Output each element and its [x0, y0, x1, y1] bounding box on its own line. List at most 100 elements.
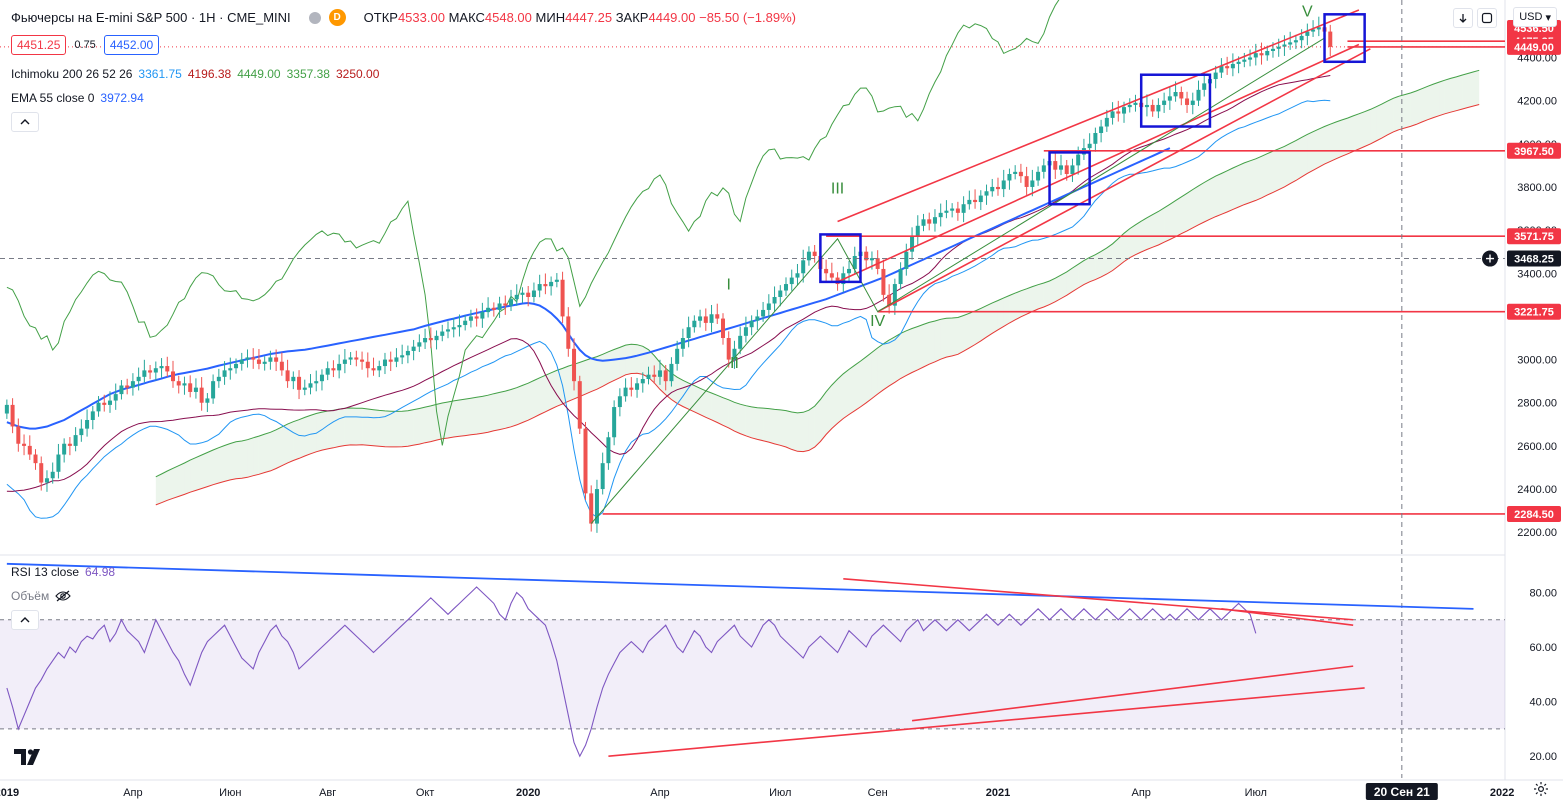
candle-body	[1311, 29, 1316, 32]
currency-select[interactable]: USD ▾	[1513, 7, 1557, 27]
cloud-segment	[1358, 111, 1365, 149]
candle-body	[67, 443, 72, 446]
candle	[136, 367, 141, 391]
candle-body	[308, 383, 313, 388]
candle	[10, 398, 15, 434]
price-label-badge: 2284.50	[1507, 505, 1561, 522]
cloud-segment	[476, 396, 483, 435]
symbol-legend[interactable]: Фьючерсы на E-mini S&P 500 · 1Н · CME_MI…	[11, 9, 796, 26]
candle	[16, 418, 21, 452]
candle	[400, 344, 405, 365]
candle	[188, 375, 193, 398]
price-badge-bg	[1507, 142, 1561, 159]
candle-body	[1018, 171, 1023, 177]
candle	[824, 259, 829, 283]
candle-body	[1150, 104, 1155, 112]
collapse-rsi-legend-button[interactable]	[11, 610, 39, 630]
elliott-wave-line	[590, 37, 1325, 524]
highlight-box	[1139, 73, 1212, 128]
candle-body	[514, 294, 519, 300]
eye-off-icon[interactable]	[55, 590, 71, 602]
candle	[686, 316, 691, 348]
candle	[73, 427, 78, 452]
candle-body	[612, 407, 617, 438]
candle-body	[652, 374, 657, 377]
candle-body	[640, 379, 645, 384]
cloud-segment	[1181, 193, 1188, 234]
candle-body	[703, 316, 708, 323]
candle	[594, 479, 599, 533]
candle	[314, 370, 319, 392]
candle	[377, 360, 382, 378]
cloud-segment	[1124, 228, 1130, 262]
price-tick-label: 3800.00	[1517, 182, 1557, 194]
time-tick-label: Июл	[769, 787, 791, 799]
buy-button[interactable]: 4452.00	[103, 35, 160, 55]
candle	[119, 380, 124, 400]
rsi-legend[interactable]: RSI 13 close 64.98	[11, 565, 115, 579]
candle-body	[474, 316, 479, 319]
cloud-segment	[975, 308, 981, 345]
ichimoku-label[interactable]: Ichimoku 200 26 52 26	[11, 67, 133, 81]
candle-body	[1202, 83, 1207, 90]
candle	[171, 360, 176, 388]
cloud-segment	[1192, 185, 1199, 228]
candle-body	[480, 312, 485, 319]
candle-body	[1122, 107, 1127, 114]
candle	[96, 396, 101, 417]
candle	[382, 352, 387, 375]
candle-body	[291, 376, 296, 382]
move-pane-down-button[interactable]	[1453, 8, 1473, 28]
candle	[497, 296, 502, 318]
candle	[657, 359, 662, 385]
candle-body	[732, 348, 737, 360]
price-tick-label: 2600.00	[1517, 441, 1557, 453]
cloud-segment	[356, 408, 363, 445]
cloud-segment	[1467, 71, 1474, 108]
change-value: −85.50 (−1.89%)	[699, 10, 796, 25]
cloud-segment	[820, 391, 827, 442]
candle-body	[411, 346, 416, 351]
plus-circle-icon[interactable]	[1482, 250, 1498, 267]
candle-body	[526, 292, 531, 297]
candle-body	[1173, 92, 1178, 97]
close-value: 4449.00	[648, 10, 696, 25]
candle	[1007, 168, 1012, 190]
cloud-segment	[1341, 118, 1348, 157]
volume-label[interactable]: Объём	[11, 589, 50, 603]
candle	[285, 359, 290, 388]
ema-legend[interactable]: EMA 55 close 0 3972.94	[11, 91, 144, 105]
candle	[732, 340, 737, 369]
candle	[1053, 151, 1058, 179]
maximize-pane-button[interactable]	[1477, 8, 1497, 28]
candle-body	[1316, 27, 1321, 30]
candle-body	[222, 370, 227, 377]
candle	[153, 361, 158, 381]
candle	[405, 345, 410, 364]
candle	[1305, 23, 1310, 46]
candle	[411, 339, 416, 361]
volume-legend[interactable]: Объём	[11, 589, 71, 603]
symbol-title[interactable]: Фьючерсы на E-mini S&P 500 · 1Н · CME_MI…	[11, 10, 291, 25]
collapse-legend-button[interactable]	[11, 112, 39, 132]
candle	[629, 377, 634, 397]
cloud-segment	[299, 417, 305, 459]
cloud-segment	[201, 452, 208, 489]
sell-button[interactable]: 4451.25	[11, 35, 67, 55]
gear-icon[interactable]	[1533, 781, 1549, 797]
candle	[79, 419, 84, 442]
candle-body	[761, 309, 766, 317]
tradingview-logo-icon[interactable]	[12, 745, 42, 771]
cloud-segment	[1198, 182, 1205, 225]
rsi-label[interactable]: RSI 13 close	[11, 565, 80, 579]
ichimoku-legend[interactable]: Ichimoku 200 26 52 26 3361.75 4196.38 44…	[11, 67, 379, 81]
candle-body	[1242, 59, 1247, 62]
currency-value: USD	[1519, 11, 1543, 23]
ema-label[interactable]: EMA 55 close 0	[11, 91, 95, 105]
candle-body	[646, 374, 651, 379]
channel-line	[837, 43, 1360, 283]
cloud-segment	[986, 302, 993, 338]
candle	[434, 330, 439, 350]
